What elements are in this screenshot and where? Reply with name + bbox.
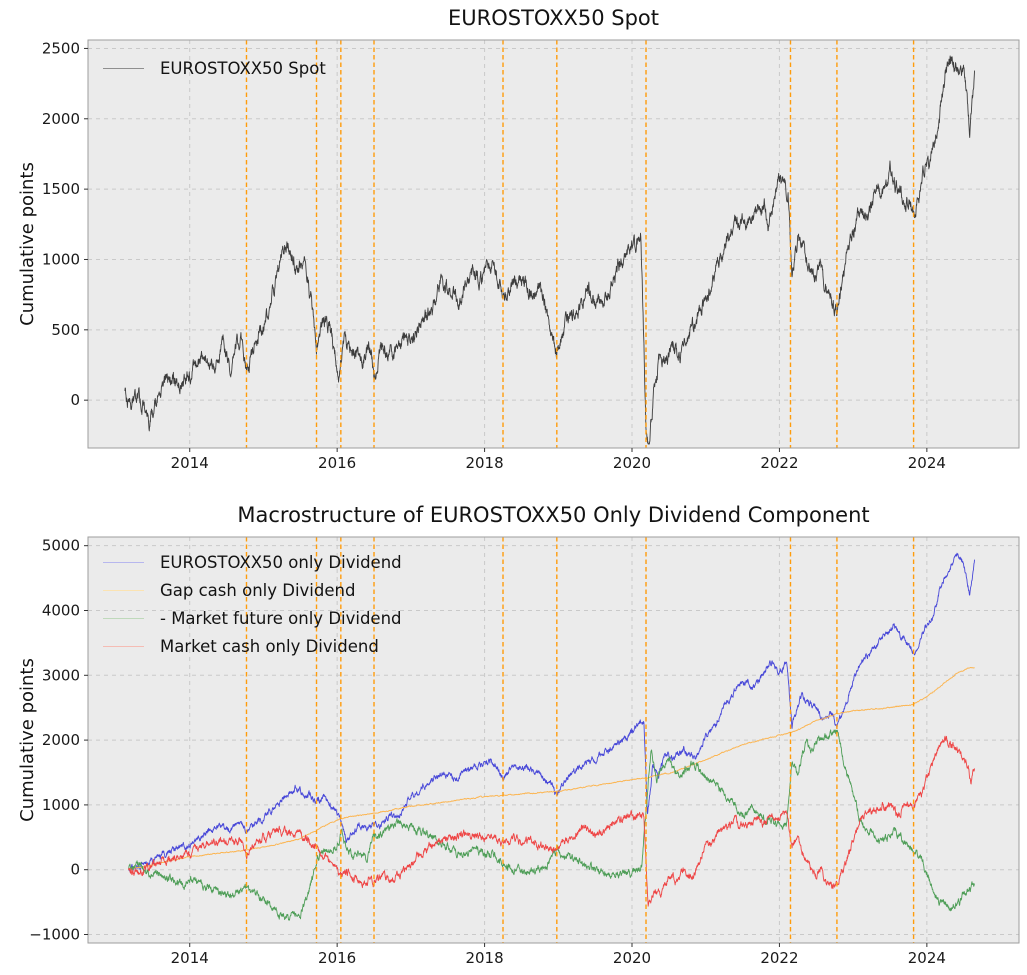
spot-legend: EUROSTOXX50 Spot (103, 56, 326, 80)
svg-text:2022: 2022 (760, 949, 798, 967)
svg-text:0: 0 (70, 861, 80, 879)
macro-legend: EUROSTOXX50 only Dividend Gap cash only … (103, 548, 402, 660)
svg-text:2022: 2022 (760, 454, 798, 472)
svg-text:2018: 2018 (465, 949, 503, 967)
svg-text:2000: 2000 (42, 731, 80, 749)
svg-text:2016: 2016 (318, 454, 356, 472)
spot-chart-title: EUROSTOXX50 Spot (447, 6, 659, 30)
svg-text:2014: 2014 (171, 949, 209, 967)
legend-item-gap-cash-only-dividend: Gap cash only Dividend (103, 576, 402, 604)
svg-text:2024: 2024 (908, 949, 946, 967)
svg-text:2020: 2020 (613, 454, 651, 472)
blue-line-swatch-icon (103, 561, 144, 563)
spot-y-axis-label: Cumulative points (17, 162, 38, 326)
svg-text:2024: 2024 (908, 454, 946, 472)
svg-text:4000: 4000 (42, 601, 80, 619)
svg-text:1000: 1000 (42, 796, 80, 814)
macro-chart-title: Macrostructure of EUROSTOXX50 Only Divid… (237, 503, 870, 527)
svg-text:2014: 2014 (171, 454, 209, 472)
legend-item-eurostoxx50-only-dividend: EUROSTOXX50 only Dividend (103, 548, 402, 576)
legend-label: EUROSTOXX50 Spot (160, 58, 326, 78)
legend-item-spot: EUROSTOXX50 Spot (103, 56, 326, 80)
svg-text:2020: 2020 (613, 949, 651, 967)
legend-item-minus-market-future-only-dividend: - Market future only Dividend (103, 604, 402, 632)
svg-text:2500: 2500 (42, 39, 80, 57)
red-line-swatch-icon (103, 645, 144, 647)
svg-text:500: 500 (51, 321, 80, 339)
orange-line-swatch-icon (103, 589, 144, 591)
green-line-swatch-icon (103, 617, 144, 619)
svg-text:1000: 1000 (42, 250, 80, 268)
svg-text:2018: 2018 (465, 454, 503, 472)
svg-text:0: 0 (70, 391, 80, 409)
svg-text:−1000: −1000 (29, 926, 80, 944)
legend-label: Market cash only Dividend (160, 636, 379, 656)
macro-chart-canvas: 2014 2016 2018 2020 2022 2024 −1000 0 1000 2000 30… (29, 536, 1020, 967)
svg-text:2000: 2000 (42, 110, 80, 128)
legend-label: - Market future only Dividend (160, 608, 402, 628)
legend-label: Gap cash only Dividend (160, 580, 356, 600)
svg-text:2016: 2016 (318, 949, 356, 967)
legend-item-market-cash-only-dividend: Market cash only Dividend (103, 632, 402, 660)
spot-chart-canvas: 2014 2016 2018 2020 2022 2024 0 500 1000 1500 2000… (42, 39, 1020, 472)
svg-text:1500: 1500 (42, 180, 80, 198)
macro-y-axis-label: Cumulative points (17, 658, 38, 822)
legend-label: EUROSTOXX50 only Dividend (160, 552, 402, 572)
svg-text:5000: 5000 (42, 537, 80, 555)
svg-text:3000: 3000 (42, 666, 80, 684)
spot-line-swatch-icon (103, 67, 144, 69)
